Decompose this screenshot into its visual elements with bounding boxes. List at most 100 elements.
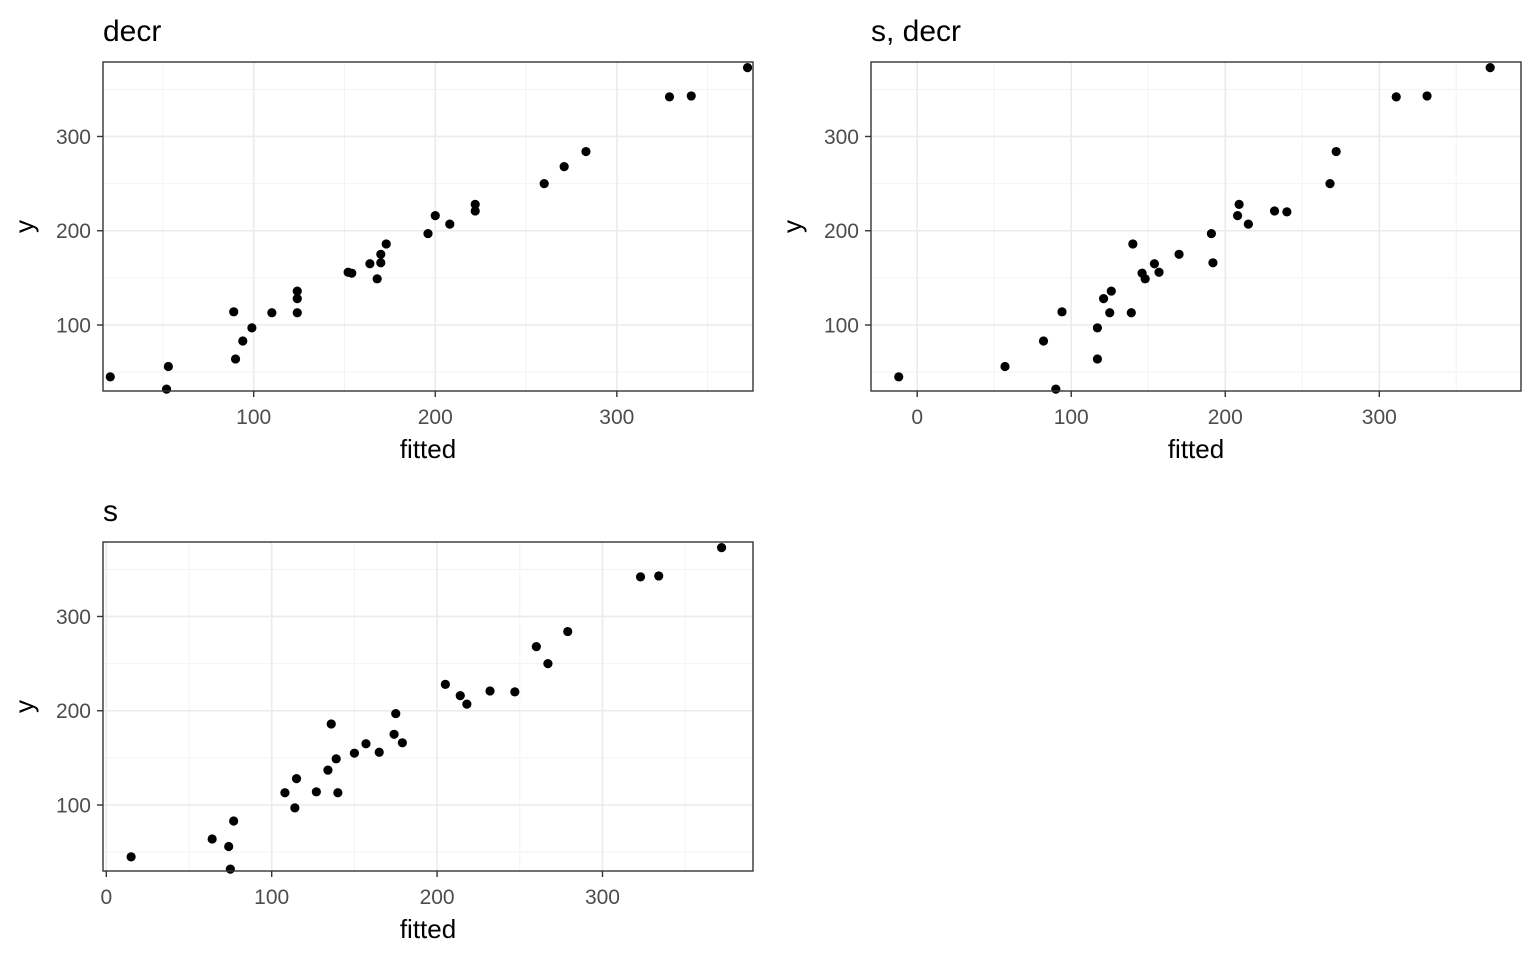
data-point <box>1243 219 1253 229</box>
data-point <box>1106 286 1116 296</box>
data-point <box>280 788 290 798</box>
data-point <box>1174 249 1184 259</box>
x-tick-label: 300 <box>599 406 634 429</box>
y-tick-label: 300 <box>824 126 859 149</box>
y-tick-label: 200 <box>824 220 859 243</box>
panel-title: decr <box>103 15 161 48</box>
x-axis-title: fitted <box>400 914 456 944</box>
x-tick-label: 200 <box>418 406 453 429</box>
data-point <box>1234 199 1244 209</box>
data-point <box>238 336 248 346</box>
data-point <box>742 63 753 73</box>
data-point <box>349 748 359 758</box>
data-point <box>126 852 136 862</box>
data-point <box>372 274 382 284</box>
data-point <box>230 354 241 364</box>
data-point <box>1105 308 1115 318</box>
data-point <box>455 691 465 701</box>
panel-border <box>102 61 754 392</box>
data-point <box>1038 336 1049 346</box>
data-point <box>365 259 375 269</box>
y-axis-title: y <box>777 220 807 233</box>
data-point <box>716 543 727 553</box>
data-point <box>654 571 664 581</box>
data-point <box>229 307 239 317</box>
y-tick-label: 300 <box>56 606 91 629</box>
x-tick-label: 200 <box>420 886 455 909</box>
panel-s: 0 100 200 300 100 200 300 s fitted y <box>9 495 754 944</box>
data-point <box>470 199 480 209</box>
x-tick-label: 100 <box>236 406 271 429</box>
data-point <box>1140 274 1150 284</box>
data-point <box>470 206 480 216</box>
data-point <box>440 679 450 689</box>
data-point <box>376 258 386 268</box>
data-point <box>161 384 172 394</box>
data-point <box>207 834 217 844</box>
y-tick-label: 100 <box>824 315 859 338</box>
data-point <box>1269 206 1280 216</box>
data-point <box>347 268 357 278</box>
data-point <box>323 765 333 775</box>
data-point <box>1092 354 1103 364</box>
data-point <box>423 228 433 239</box>
data-point <box>291 774 302 784</box>
data-point <box>1051 384 1061 394</box>
data-point <box>1057 307 1067 317</box>
panel-decr: 100 200 300 100 200 300 decr fitted y <box>9 15 754 464</box>
data-point <box>430 211 440 221</box>
data-point <box>225 864 235 874</box>
y-tick-label: 100 <box>56 795 91 818</box>
data-point <box>105 372 115 382</box>
data-point <box>664 92 675 102</box>
x-axis-title: fitted <box>400 434 456 464</box>
data-point <box>397 738 407 748</box>
x-tick-label: 200 <box>1208 406 1243 429</box>
panel-s-decr: 0 100 200 300 100 200 300 s, decr fitted y <box>777 15 1522 464</box>
panel-border <box>870 61 1522 392</box>
data-point <box>163 361 173 372</box>
data-point <box>1331 146 1341 157</box>
panel-border <box>102 541 754 872</box>
data-point <box>381 239 391 249</box>
y-axis-title: y <box>9 220 39 233</box>
data-point <box>1149 259 1160 269</box>
data-point <box>445 219 455 229</box>
data-point <box>1485 63 1495 73</box>
data-point <box>1154 267 1164 277</box>
data-point <box>1422 91 1432 101</box>
data-point <box>376 249 386 259</box>
panel-background <box>103 542 753 871</box>
data-point <box>1206 228 1217 239</box>
data-point <box>1391 92 1401 102</box>
data-point <box>374 747 384 757</box>
data-point <box>1282 207 1292 217</box>
x-tick-label: 300 <box>1362 406 1397 429</box>
data-point <box>326 719 336 729</box>
data-point <box>331 754 341 764</box>
data-point <box>531 642 541 652</box>
panel-title: s <box>103 495 118 528</box>
data-point <box>292 308 302 318</box>
data-point <box>292 286 302 296</box>
data-point <box>1126 308 1136 318</box>
data-point <box>510 687 520 697</box>
y-tick-label: 100 <box>56 315 91 338</box>
data-point <box>290 803 300 813</box>
panel-background <box>103 62 753 391</box>
x-tick-label: 0 <box>911 406 923 429</box>
x-tick-label: 100 <box>1054 406 1089 429</box>
x-tick-label: 300 <box>585 886 620 909</box>
data-point <box>1325 179 1335 189</box>
data-point <box>894 372 904 382</box>
y-tick-label: 200 <box>56 220 91 243</box>
data-point <box>1098 294 1109 304</box>
data-point <box>224 841 234 852</box>
panel-title: s, decr <box>871 15 961 48</box>
data-point <box>267 308 277 318</box>
data-point <box>361 739 371 749</box>
data-point <box>247 323 257 333</box>
x-tick-label: 100 <box>254 886 289 909</box>
data-point <box>686 91 696 101</box>
